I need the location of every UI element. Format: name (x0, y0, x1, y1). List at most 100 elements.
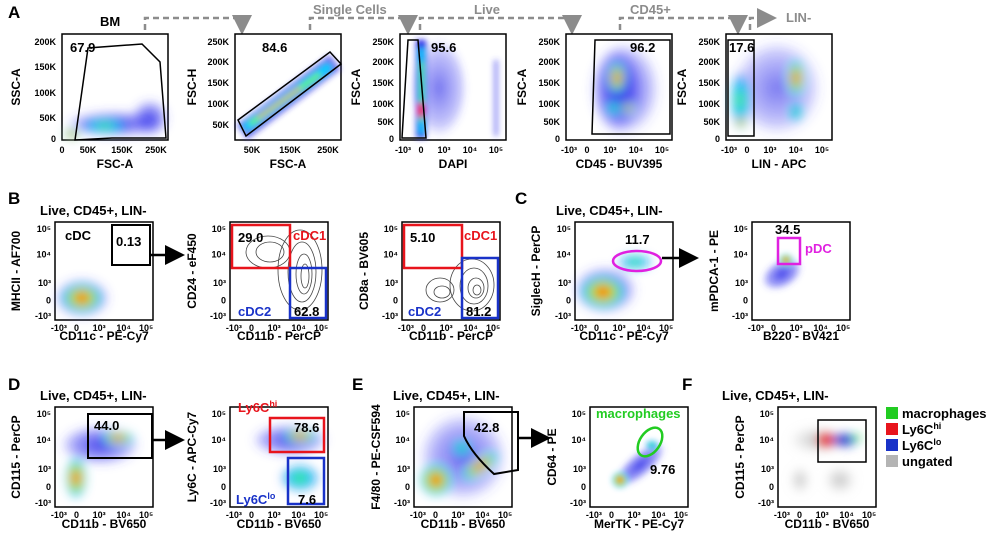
gate-name: macrophages (596, 406, 681, 421)
gate-value: 9.76 (650, 462, 675, 477)
y-tick: 50K (377, 117, 394, 127)
x-tick: 0 (584, 145, 589, 155)
x-tick: 0 (418, 145, 423, 155)
y-tick: 0 (769, 482, 774, 492)
x-axis-label: CD45 - BUV395 (576, 157, 663, 171)
cdc1-label: cDC1 (464, 228, 497, 243)
x-tick: 10⁴ (291, 510, 305, 520)
gate-polygon (74, 43, 167, 141)
cdc2-gate (460, 256, 500, 320)
y-tick: 10⁴ (212, 249, 226, 259)
y-tick: 10³ (735, 278, 748, 288)
y-tick: 10³ (558, 278, 571, 288)
y-axis-label: CD115 - PerCP (9, 415, 23, 498)
x-tick: 0 (609, 510, 614, 520)
x-tick: 0 (433, 510, 438, 520)
y-tick: -10³ (758, 498, 774, 508)
y-tick: -10³ (394, 498, 410, 508)
cdc1-gate (230, 223, 292, 270)
y-tick: -10³ (210, 498, 226, 508)
x-tick: 10⁵ (498, 510, 512, 520)
x-tick: 10⁵ (486, 323, 500, 333)
density-cloud (573, 254, 653, 314)
y-tick: 200K (698, 57, 720, 67)
x-tick: -10³ (748, 323, 764, 333)
gate-value: 11.7 (625, 232, 650, 247)
plot-d1: 44.0 CD11b - BV650 CD115 - PerCP (9, 406, 185, 531)
row-e-title: Live, CD45+, LIN- (393, 388, 500, 403)
x-tick: 10³ (268, 510, 281, 520)
x-tick: 150K (111, 145, 133, 155)
gate-value: 84.6 (262, 40, 287, 55)
y-tick: 100K (698, 99, 720, 109)
x-axis-label: FSC-A (97, 157, 134, 171)
f480-gate (463, 411, 519, 476)
x-tick: 0 (744, 145, 749, 155)
y-tick: 10⁴ (572, 435, 586, 445)
plot-d2: Ly6Chi 78.6 Ly6Clo 7.6 CD11b - BV650 Ly6… (185, 399, 329, 531)
y-tick: 50K (212, 120, 229, 130)
x-tick: 250K (317, 145, 339, 155)
ly6c-lo-label: Ly6Clo (236, 491, 276, 507)
x-tick: 0 (771, 323, 776, 333)
plot-f1: CD11b - BV650 CD115 - PerCP (733, 406, 877, 531)
x-tick: -10³ (774, 510, 790, 520)
y-tick: 150K (207, 78, 229, 88)
x-tick: 10³ (816, 510, 829, 520)
legend-label-ly6c-hi: Ly6Chi (902, 421, 941, 437)
ly6c-hi-gate (268, 416, 326, 454)
plot-a5: 17.6 250K 200K 150K 100K 50K 0 -10³ 0 10… (675, 33, 833, 171)
x-tick: 10⁵ (655, 145, 669, 155)
y-tick: 50K (39, 113, 56, 123)
x-tick: 10⁴ (116, 510, 130, 520)
x-tick: -10³ (571, 323, 587, 333)
density-cloud (64, 100, 168, 139)
ly6c-hi-value: 78.6 (294, 420, 319, 435)
x-tick: 10³ (452, 510, 465, 520)
plot-a4: 96.2 250K 200K 150K 100K 50K 0 -10³ 0 10… (515, 33, 673, 171)
x-tick: 10⁴ (789, 145, 803, 155)
y-tick: 0 (46, 482, 51, 492)
y-tick: 100K (538, 99, 560, 109)
y-tick: 10⁵ (212, 224, 226, 234)
y-tick: 10⁵ (37, 409, 51, 419)
x-tick: 10⁴ (839, 510, 853, 520)
flow-label-lin: LIN- (786, 10, 811, 25)
gate-value: 42.8 (474, 420, 499, 435)
x-tick: 0 (59, 145, 64, 155)
pdc-gate (776, 236, 802, 266)
cdc2-label: cDC2 (238, 304, 271, 319)
y-tick: 0 (555, 134, 560, 144)
x-tick: 10⁴ (629, 145, 643, 155)
x-tick: 10³ (763, 145, 776, 155)
y-tick: -10³ (555, 311, 571, 321)
x-tick: 0 (74, 510, 79, 520)
y-tick: 250K (207, 37, 229, 47)
panel-label-f: F (682, 375, 692, 394)
plot-c1: 11.7 CD11c - PE-Cy7 SiglecH - PerCP (529, 221, 699, 343)
x-tick: -10³ (51, 323, 67, 333)
x-tick: 10³ (613, 323, 626, 333)
y-tick: 10⁵ (557, 224, 571, 234)
gate-rect (727, 39, 755, 137)
x-tick: -10³ (410, 510, 426, 520)
plot-frame (401, 221, 501, 321)
y-tick: -10³ (382, 311, 398, 321)
x-tick: 0 (249, 323, 254, 333)
x-tick: -10³ (586, 510, 602, 520)
x-axis-label: LIN - APC (752, 157, 807, 171)
y-tick: 0 (389, 134, 394, 144)
ly6c-lo-value: 7.6 (298, 492, 316, 507)
y-tick: 10³ (397, 464, 410, 474)
x-tick: 10³ (603, 145, 616, 155)
cdc2-value: 62.8 (294, 304, 319, 319)
legend-label-macrophages: macrophages (902, 406, 987, 421)
plot-b1: 0.13 cDC CD11c - PE-Cy7 MHCII - AF700 (9, 221, 185, 343)
y-axis-label: FSC-H (185, 69, 199, 106)
x-tick: -10³ (398, 323, 414, 333)
cd115-gate (817, 419, 867, 463)
x-tick: 10⁵ (314, 323, 328, 333)
bm-label: BM (100, 14, 120, 29)
x-axis-label: B220 - BV421 (763, 329, 839, 343)
